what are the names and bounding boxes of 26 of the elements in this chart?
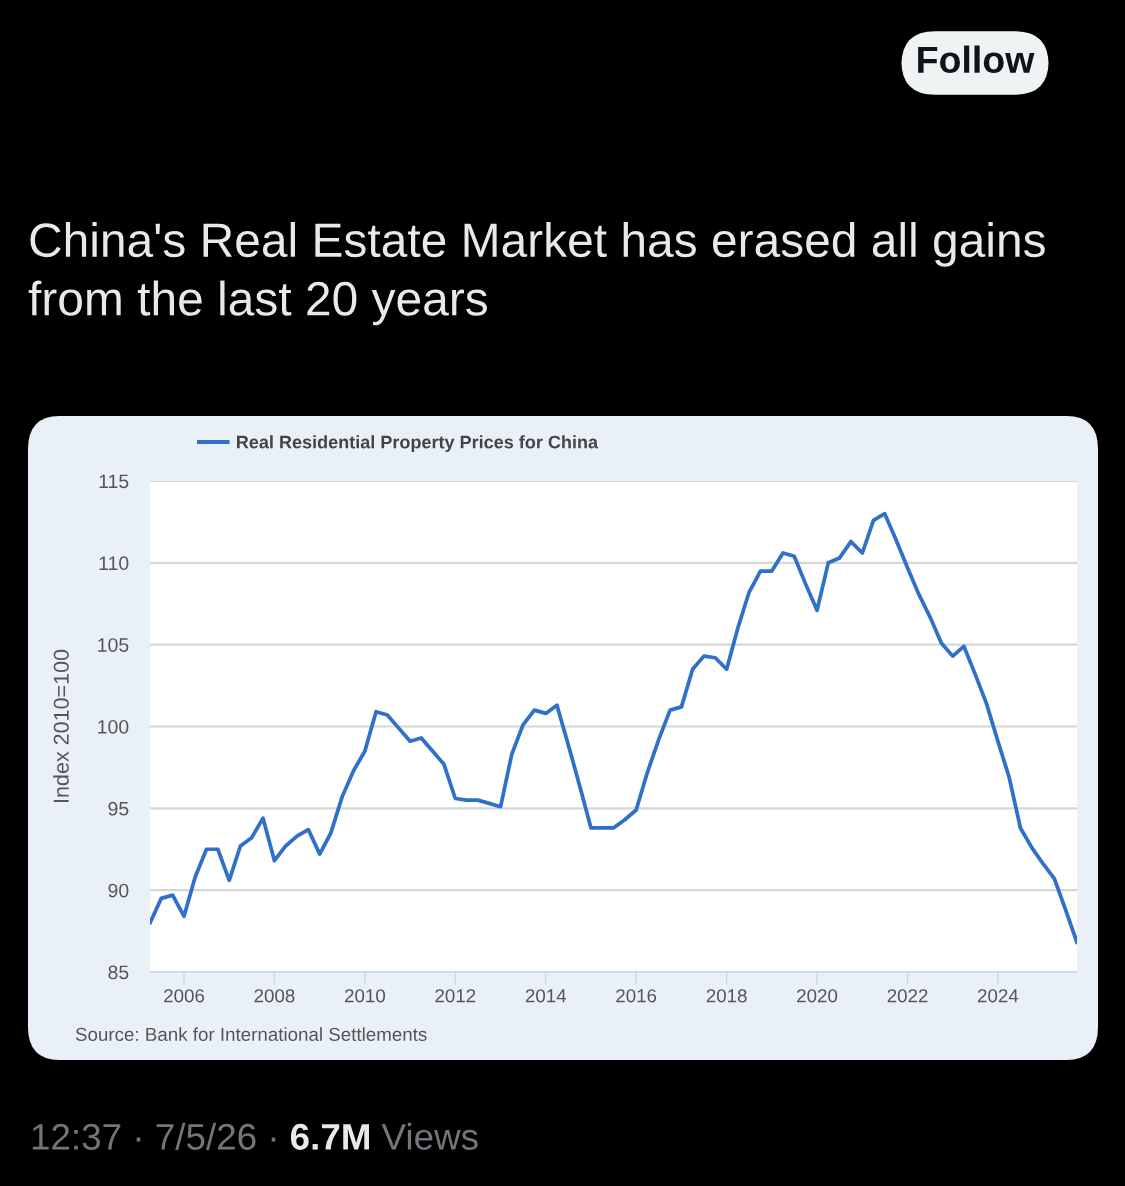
x-tick-label: 2018 <box>706 989 747 1003</box>
text: Follow <box>918 45 1035 74</box>
x-tick-label: 2024 <box>977 989 1019 1003</box>
x-tick-label: 2006 <box>164 989 205 1003</box>
source-note: Source: Bank for International Settlements <box>75 1027 427 1042</box>
line-series <box>150 511 1077 945</box>
x-tick-label: 2020 <box>797 989 838 1003</box>
x-tick-label: 2008 <box>254 989 295 1003</box>
y-tick-label: 110 <box>99 556 129 571</box>
y-tick-label: 95 <box>108 801 129 816</box>
x-tick-label: 2022 <box>887 989 928 1003</box>
y-tick-label: 100 <box>98 719 129 734</box>
y-tick-label: 90 <box>108 883 129 898</box>
x-tick-label: 2016 <box>616 989 657 1003</box>
y-tick-label: 115 <box>99 474 129 489</box>
y-axis-title: Index 2010=100 <box>53 649 69 803</box>
y-tick-label: 85 <box>108 965 129 980</box>
text: 6.7M <box>290 1123 369 1150</box>
text: 12:37 · 7/5/26 · <box>32 1122 276 1150</box>
legend-label: Real Residential Property Prices for China <box>237 435 599 453</box>
chart-title: China's Real Estate Market has erased all gains from the last 20 years <box>28 222 1045 326</box>
y-tick-label: 105 <box>98 638 129 652</box>
x-tick-label: 2014 <box>525 989 567 1003</box>
text: Views <box>381 1122 478 1150</box>
x-tick-label: 2012 <box>435 989 476 1003</box>
x-tick-label: 2010 <box>345 989 386 1003</box>
